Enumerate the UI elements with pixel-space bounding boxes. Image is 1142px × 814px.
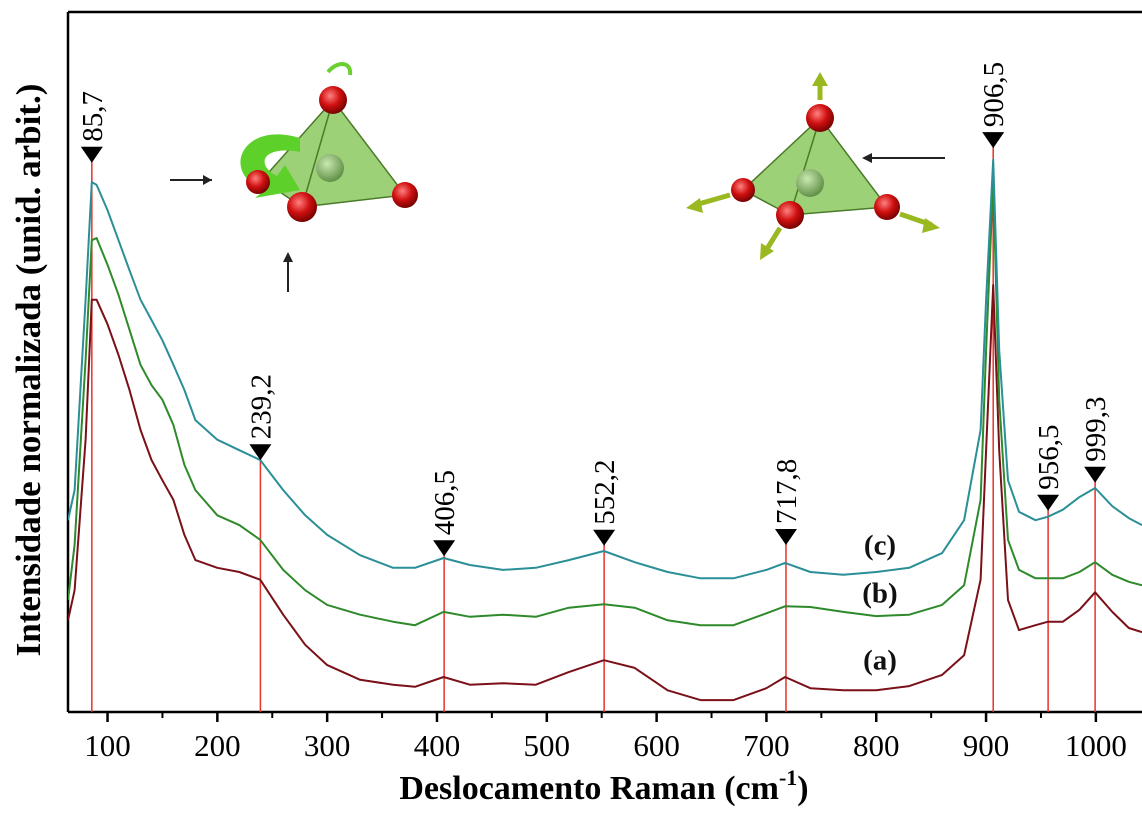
peak-label: 956,5 [1033,424,1065,489]
phosphorus [796,169,824,197]
peak-marker [1037,495,1059,511]
x-label-sup: -1 [779,765,797,790]
peak-label: 906,5 [978,62,1010,127]
series-label: (b) [862,578,897,610]
x-tick-label: 500 [524,728,571,763]
peak-label: 717,8 [771,459,803,524]
inset-right [686,72,945,260]
peak-marker [982,132,1004,148]
oxygen [287,192,317,222]
peak-marker [775,529,797,545]
peak-marker [81,147,103,163]
oxygen [731,178,755,202]
x-tick-label: 700 [743,728,790,763]
phosphorus [316,154,344,182]
x-axis-label: Deslocamento Raman (cm-1) [399,765,808,807]
arrowhead [283,252,293,262]
oxygen [874,194,900,220]
x-label-end: ) [797,770,808,807]
x-tick-label: 300 [304,728,351,763]
oxygen [246,170,270,194]
x-tick-label: 900 [963,728,1010,763]
inset-left [170,64,418,292]
x-tick-label: 1000 [1065,728,1127,763]
x-tick-label: 200 [194,728,241,763]
y-axis-label: Intensidade normalizada (unid. arbit.) [9,84,48,657]
peak-marker [433,540,455,556]
chart: Deslocamento Raman (cm-1) Intensidade no… [0,0,1142,814]
x-tick-label: 600 [633,728,680,763]
x-tick-label: 800 [853,728,900,763]
peak-label: 999,3 [1080,396,1112,461]
peak-label: 406,5 [429,470,461,535]
x-label-text: Deslocamento Raman (cm [399,770,779,807]
oxygen [392,182,418,208]
arrowhead [203,175,212,185]
series-label: (c) [864,530,896,562]
series-label: (a) [863,645,897,677]
arrowhead [862,153,872,163]
peak-label: 552,2 [589,459,621,524]
plot-area [68,140,1142,712]
oxygen [806,104,834,132]
peak-label: 239,2 [245,374,277,439]
x-tick-label: 400 [414,728,461,763]
peak-label: 85,7 [77,91,109,142]
oxygen [319,86,347,114]
peak-marker [249,444,271,460]
oxygen [776,201,804,229]
peak-marker [593,530,615,546]
rotation-arrow [328,64,350,75]
peak-marker [1084,467,1106,483]
x-tick-label: 100 [84,728,131,763]
